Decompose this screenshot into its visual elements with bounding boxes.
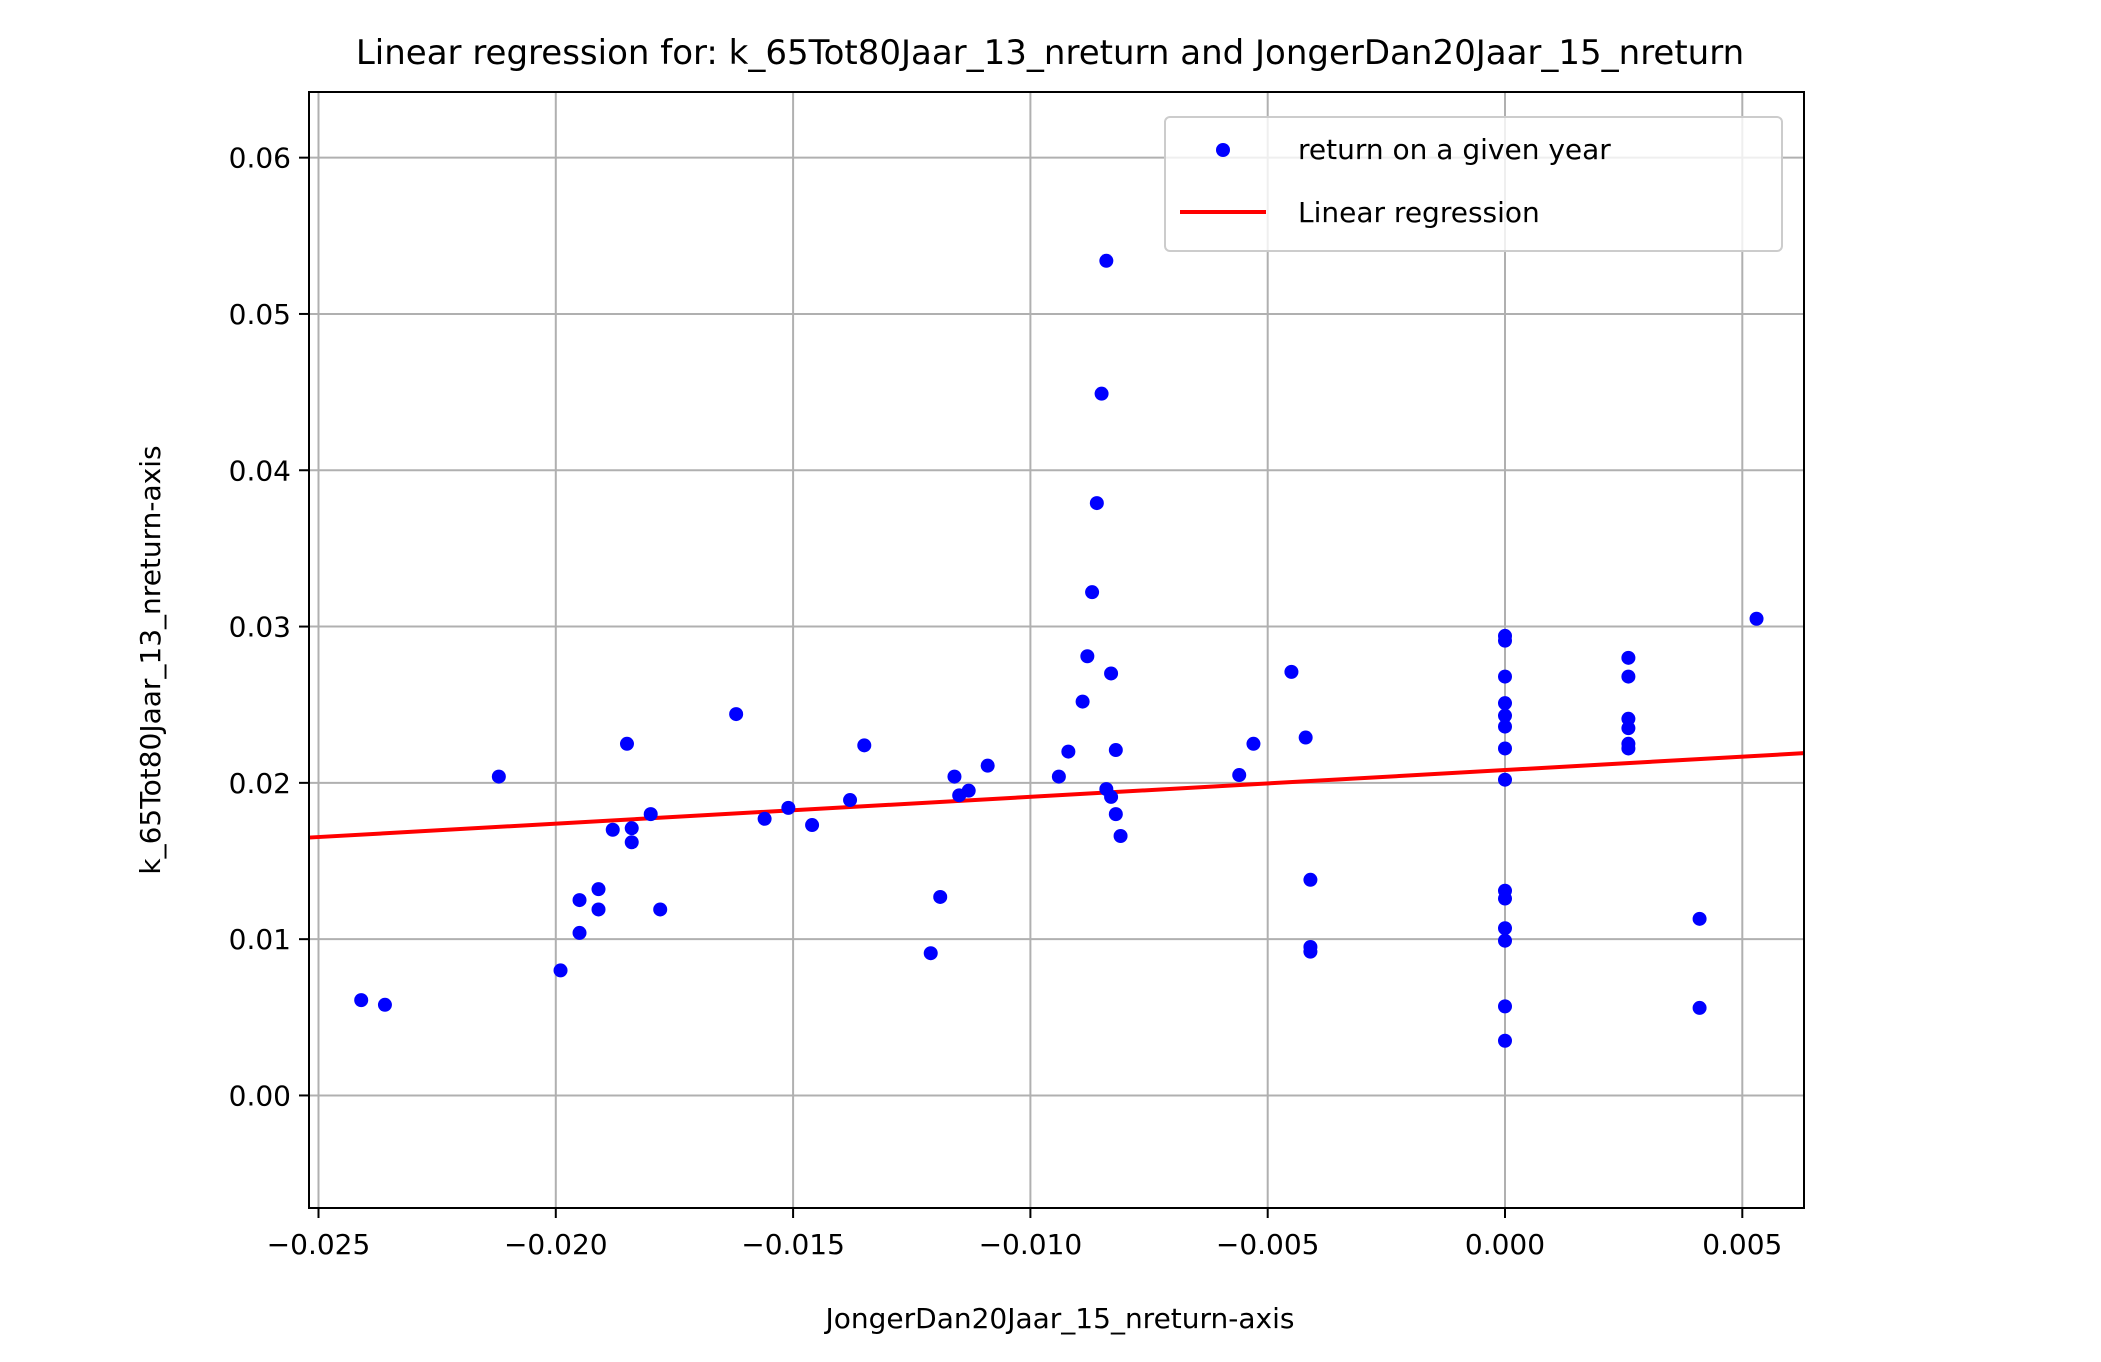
data-point [1692,1000,1707,1015]
y-tick-label: 0.02 [229,767,291,800]
data-point [1498,933,1512,948]
data-point [1498,633,1512,648]
data-point [1080,649,1095,664]
x-tick-label: 0.005 [1702,1228,1782,1261]
data-point [553,963,568,978]
y-axis-ticks: 0.00 0.01 0.02 0.03 0.04 0.05 0.06 [229,142,309,1112]
scatter-points [354,253,1764,1048]
y-tick-label: 0.00 [229,1079,291,1112]
data-point [1113,829,1128,843]
data-point [1108,807,1123,822]
legend-box [1164,116,1783,252]
data-point [1099,253,1114,268]
y-tick-label: 0.01 [229,923,291,956]
data-point [1498,1033,1512,1048]
data-point [933,889,948,904]
data-point [1621,721,1636,736]
data-point [1498,921,1512,936]
chart-title: Linear regression for: k_65Tot80Jaar_13_… [356,33,1744,73]
x-tick-label: −0.005 [1216,1228,1320,1261]
data-point [377,997,392,1012]
data-point [624,835,639,850]
y-tick-label: 0.03 [229,611,291,644]
x-axis-ticks: −0.025 −0.020 −0.015 −0.010 −0.005 0.000 0.005 [267,1208,1782,1261]
regression-line-group [308,751,1805,840]
data-point [1749,611,1764,626]
data-point [1621,669,1636,684]
data-point [980,758,995,773]
data-point [572,925,587,940]
legend: return on a given year Linear regression [1164,116,1783,252]
data-point [781,800,796,815]
x-tick-label: −0.025 [267,1228,371,1261]
data-point [1621,741,1636,756]
data-point [1498,719,1512,734]
data-point [591,882,606,897]
legend-label-line: Linear regression [1298,196,1540,229]
data-point [1498,696,1512,711]
data-point [1498,669,1512,684]
legend-label-scatter: return on a given year [1298,133,1611,166]
x-tick-label: −0.015 [741,1228,845,1261]
data-point [1085,585,1100,600]
data-point [1246,736,1261,751]
data-point [1498,891,1512,906]
data-point [1089,496,1104,511]
data-point [1108,743,1123,758]
grid-lines [309,92,1804,1208]
data-point [354,993,369,1008]
data-point [947,769,962,784]
x-tick-label: −0.020 [504,1228,608,1261]
x-tick-label: 0.000 [1465,1228,1545,1261]
plot-frame [308,91,1805,1209]
data-point [843,793,858,808]
legend-marker-scatter [1216,143,1230,157]
data-point [605,822,620,837]
data-point [1104,789,1119,804]
data-point [1104,666,1119,681]
data-point [1498,772,1512,787]
data-point [1094,386,1109,401]
data-point [653,902,668,917]
data-point [491,769,506,784]
data-point [643,807,658,822]
data-point [624,821,639,836]
data-point [961,783,976,798]
data-point [572,893,587,908]
data-point [1498,708,1512,723]
data-point [805,818,820,833]
data-point [1061,744,1076,759]
data-point [1303,944,1318,959]
data-point [591,902,606,917]
y-tick-label: 0.04 [229,454,291,487]
data-point [1303,872,1318,887]
data-point [1498,999,1512,1014]
y-tick-label: 0.05 [229,298,291,331]
data-point [1298,730,1313,745]
data-point [729,707,744,722]
data-point [857,738,872,753]
x-tick-label: −0.010 [979,1228,1083,1261]
data-point [1075,694,1090,709]
data-point [1692,911,1707,926]
data-point [1498,741,1512,756]
data-point [757,811,772,826]
y-axis-label: k_65Tot80Jaar_13_nreturn-axis [134,445,167,874]
data-point [1051,769,1066,784]
data-point [1284,664,1299,679]
y-tick-label: 0.06 [229,142,291,175]
data-point [619,736,634,751]
regression-line [308,751,1805,840]
x-axis-label: JongerDan20Jaar_15_nreturn-axis [823,1302,1294,1335]
data-point [1621,650,1636,665]
data-point [1232,768,1247,783]
data-point [923,946,938,961]
